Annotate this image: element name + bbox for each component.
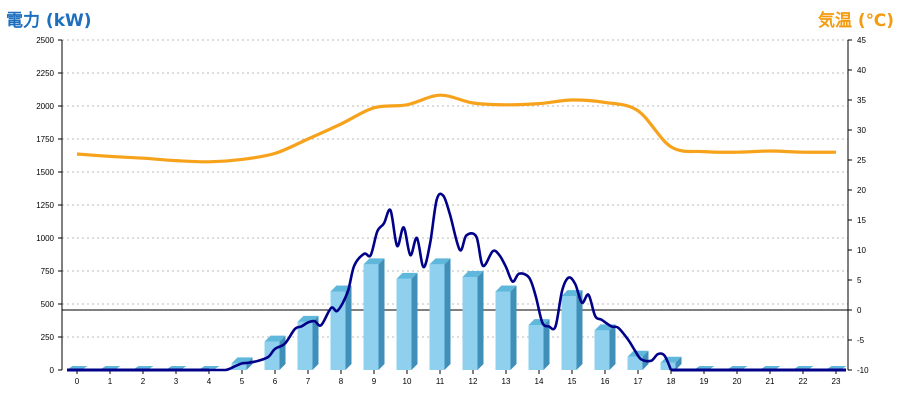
- bar-side: [279, 335, 286, 370]
- bar: [396, 278, 412, 370]
- x-tick-label: 11: [436, 377, 445, 386]
- bar-side: [378, 258, 385, 370]
- bar-top: [462, 270, 484, 277]
- x-tick-label: 9: [372, 377, 377, 386]
- bar-side: [477, 270, 484, 370]
- left-tick-label: 1750: [36, 135, 54, 144]
- bar: [528, 325, 544, 370]
- bar-side: [543, 319, 550, 370]
- bar-side: [411, 272, 418, 370]
- bar: [264, 341, 280, 370]
- left-tick-label: 500: [41, 300, 55, 309]
- bar-top: [495, 285, 517, 292]
- bar: [363, 264, 379, 370]
- x-tick-label: 15: [568, 377, 577, 386]
- bar-side: [609, 324, 616, 370]
- x-tick-label: 17: [634, 377, 643, 386]
- right-tick-label: -5: [857, 336, 865, 345]
- left-tick-label: 0: [50, 366, 55, 375]
- bar: [561, 296, 577, 370]
- right-tick-label: 10: [857, 246, 866, 255]
- left-tick-label: 750: [41, 267, 55, 276]
- temperature-line: [76, 93, 837, 164]
- left-tick-label: 2500: [36, 36, 54, 45]
- x-tick-label: 2: [141, 377, 146, 386]
- right-tick-label: 5: [857, 276, 862, 285]
- right-tick-label: 40: [857, 66, 866, 75]
- bar: [297, 321, 313, 370]
- x-tick-label: 22: [799, 377, 808, 386]
- x-tick-label: 16: [601, 377, 610, 386]
- left-axis-title: 電力 (kW): [6, 11, 92, 31]
- right-tick-label: 30: [857, 126, 866, 135]
- left-tick-label: 1500: [36, 168, 54, 177]
- left-tick-label: 1250: [36, 201, 54, 210]
- x-tick-label: 3: [174, 377, 179, 386]
- bar: [429, 264, 445, 370]
- right-tick-label: 25: [857, 156, 866, 165]
- x-tick-label: 5: [240, 377, 245, 386]
- left-tick-label: 2250: [36, 69, 54, 78]
- bar-side: [444, 258, 451, 370]
- left-tick-label: 1000: [36, 234, 54, 243]
- bar-side: [675, 356, 682, 370]
- bar-top: [264, 335, 286, 342]
- x-tick-label: 13: [502, 377, 511, 386]
- x-tick-label: 0: [75, 377, 80, 386]
- x-tick-label: 12: [469, 377, 478, 386]
- bar: [231, 363, 247, 370]
- x-tick-label: 21: [766, 377, 775, 386]
- right-tick-label: 45: [857, 36, 866, 45]
- x-tick-label: 19: [700, 377, 709, 386]
- right-tick-label: -10: [857, 366, 869, 375]
- right-axis-title: 気温 (℃): [817, 11, 894, 31]
- bar-top: [429, 258, 451, 265]
- bar-top: [330, 285, 352, 292]
- right-tick-label: 0: [857, 306, 862, 315]
- x-tick-label: 14: [535, 377, 544, 386]
- bar-side: [510, 285, 517, 370]
- bar-top: [363, 258, 385, 265]
- left-tick-label: 250: [41, 333, 55, 342]
- left-tick-label: 2000: [36, 102, 54, 111]
- x-tick-label: 4: [207, 377, 212, 386]
- bar-top: [396, 272, 418, 279]
- x-tick-label: 10: [403, 377, 412, 386]
- x-tick-label: 18: [667, 377, 676, 386]
- x-tick-label: 1: [108, 377, 113, 386]
- right-tick-label: 15: [857, 216, 866, 225]
- bar-side: [576, 290, 583, 370]
- x-tick-label: 7: [306, 377, 311, 386]
- right-tick-label: 35: [857, 96, 866, 105]
- bar: [594, 330, 610, 370]
- power-line: [208, 192, 673, 372]
- bar: [627, 356, 643, 370]
- bar: [462, 276, 478, 370]
- x-tick-label: 8: [339, 377, 344, 386]
- bar: [660, 362, 676, 370]
- x-tick-label: 6: [273, 377, 278, 386]
- x-tick-label: 20: [733, 377, 742, 386]
- x-tick-label: 23: [832, 377, 841, 386]
- bar-side: [312, 315, 319, 370]
- bar-side: [345, 285, 352, 370]
- bar: [495, 291, 511, 370]
- right-tick-label: 20: [857, 186, 866, 195]
